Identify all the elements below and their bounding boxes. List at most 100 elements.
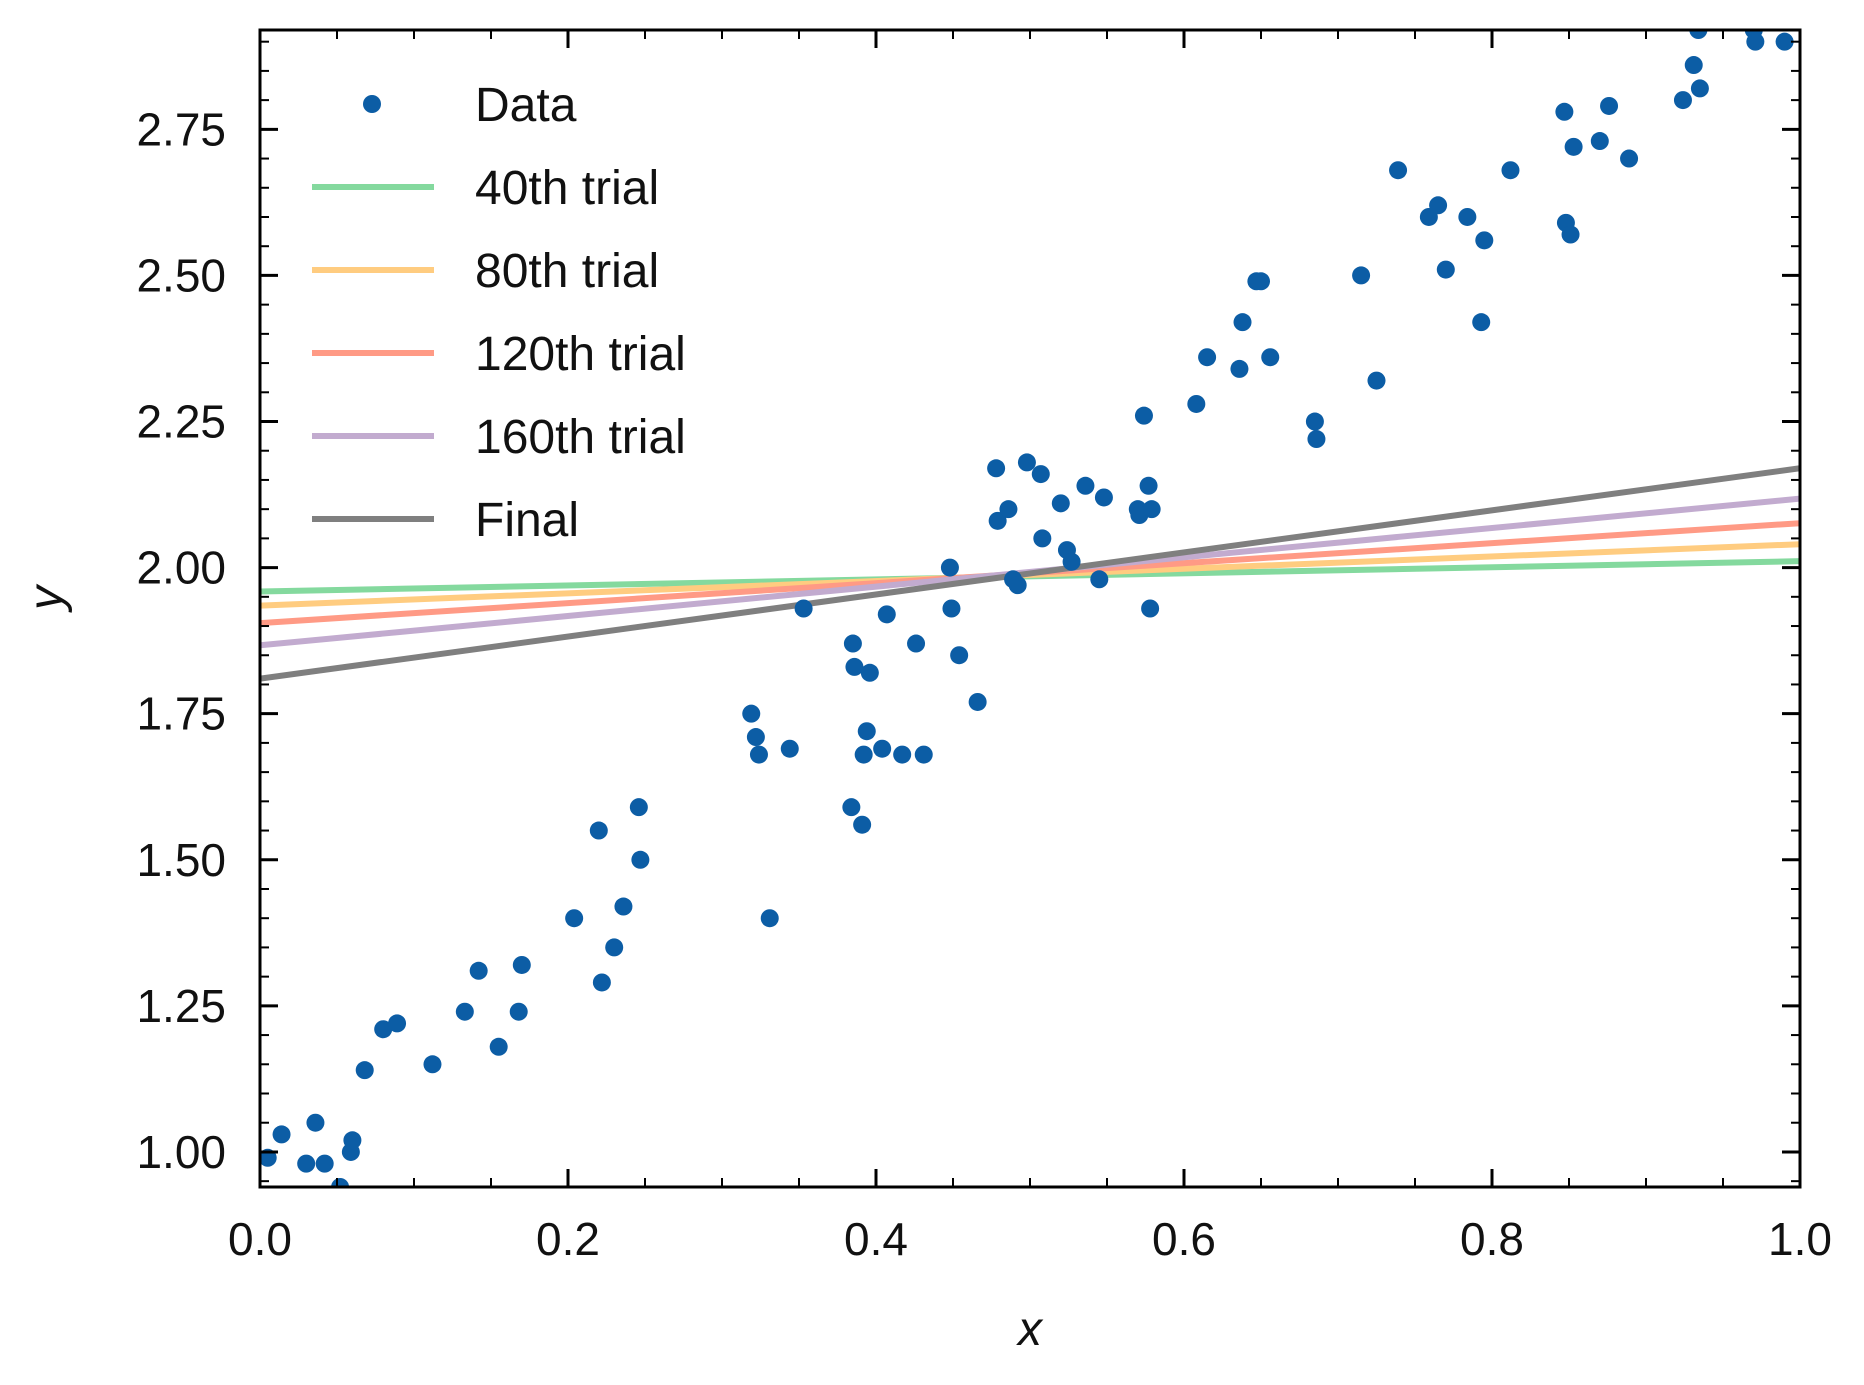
- data-point: [1564, 137, 1583, 156]
- data-point: [873, 739, 892, 758]
- data-point: [489, 1037, 508, 1056]
- x-tick-label: 0.4: [844, 1213, 908, 1265]
- data-point: [1139, 476, 1158, 495]
- data-point: [1673, 91, 1692, 110]
- y-tick-label: 2.00: [136, 542, 226, 594]
- data-point: [1555, 102, 1574, 121]
- data-point: [592, 973, 611, 992]
- data-point: [860, 663, 879, 682]
- data-point: [1590, 132, 1609, 151]
- x-tick-label: 0.8: [1460, 1213, 1524, 1265]
- data-point: [794, 599, 813, 618]
- data-point: [999, 500, 1018, 519]
- data-point: [893, 745, 912, 764]
- data-point: [272, 1125, 291, 1144]
- data-point: [742, 704, 761, 723]
- y-tick-label: 1.75: [136, 688, 226, 740]
- data-point: [423, 1055, 442, 1074]
- data-point: [306, 1113, 325, 1132]
- x-axis-label: x: [1016, 1303, 1044, 1356]
- data-point: [374, 1020, 393, 1039]
- data-point: [1062, 552, 1081, 571]
- data-point: [1472, 313, 1491, 332]
- data-point: [1031, 465, 1050, 484]
- data-point: [1017, 453, 1036, 472]
- data-point: [297, 1154, 316, 1173]
- data-point: [1305, 412, 1324, 431]
- x-tick-label: 1.0: [1768, 1213, 1832, 1265]
- data-point: [1620, 149, 1639, 168]
- data-point: [1187, 394, 1206, 413]
- data-point: [605, 938, 624, 957]
- data-point: [988, 511, 1007, 530]
- data-point: [469, 961, 488, 980]
- legend-label: 80th trial: [475, 245, 659, 298]
- axis-tick-labels: 0.0 0.2 0.4 0.6 0.8 1.0 1.00 1.25 1.50 1.75 2.00 2.…: [136, 103, 1832, 1265]
- legend-label: 40th trial: [475, 162, 659, 215]
- data-point: [1458, 207, 1477, 226]
- legend: Data 40th trial 80th trial 120th trial 160th…: [312, 79, 686, 547]
- data-point: [853, 815, 872, 834]
- data-point: [1352, 266, 1371, 285]
- y-tick-label: 1.50: [136, 834, 226, 886]
- data-point: [1475, 231, 1494, 250]
- data-point: [950, 646, 969, 665]
- data-point: [1501, 161, 1520, 180]
- data-point: [854, 745, 873, 764]
- x-tick-label: 0.0: [228, 1213, 292, 1265]
- data-point: [1230, 359, 1249, 378]
- data-point: [760, 909, 779, 928]
- data-point: [388, 1014, 407, 1033]
- x-tick-label: 0.2: [536, 1213, 600, 1265]
- data-point: [1746, 32, 1765, 51]
- data-point: [589, 821, 608, 840]
- data-point: [1198, 348, 1217, 367]
- y-tick-label: 1.25: [136, 980, 226, 1032]
- data-point: [1094, 488, 1113, 507]
- axis-ticks: [258, 30, 1802, 1187]
- scatter-points: [260, 30, 1794, 1187]
- data-point: [631, 850, 650, 869]
- data-point: [1600, 96, 1619, 115]
- data-point: [1689, 30, 1708, 39]
- data-point: [842, 798, 861, 817]
- data-point: [843, 634, 862, 653]
- y-tick-label: 2.25: [136, 396, 226, 448]
- data-point: [746, 728, 765, 747]
- y-tick-label: 2.50: [136, 249, 226, 301]
- data-point: [1261, 348, 1280, 367]
- data-point: [942, 599, 961, 618]
- legend-label: 160th trial: [475, 411, 686, 464]
- data-point: [1142, 500, 1161, 519]
- data-point: [1233, 313, 1252, 332]
- y-tick-label: 2.75: [136, 103, 226, 155]
- data-point: [1775, 32, 1794, 51]
- data-point: [1561, 225, 1580, 244]
- data-point: [1090, 570, 1109, 589]
- series-lines: [260, 465, 1800, 682]
- data-point: [1436, 260, 1455, 279]
- data-point: [940, 558, 959, 577]
- data-point: [1690, 79, 1709, 98]
- data-point: [355, 1061, 374, 1080]
- x-tick-label: 0.6: [1152, 1213, 1216, 1265]
- data-point: [1141, 599, 1160, 618]
- y-axis-label: y: [20, 583, 73, 613]
- data-point: [1389, 161, 1408, 180]
- data-point: [455, 1002, 474, 1021]
- legend-label: Final: [475, 494, 579, 547]
- data-point: [987, 459, 1006, 478]
- data-point: [512, 955, 531, 974]
- data-point: [1008, 576, 1027, 595]
- data-point: [565, 909, 584, 928]
- data-point: [1076, 476, 1095, 495]
- data-point: [1134, 406, 1153, 425]
- data-point: [845, 657, 864, 676]
- y-tick-label: 1.00: [136, 1126, 226, 1178]
- legend-label: Data: [475, 79, 577, 132]
- data-point: [1252, 272, 1270, 291]
- data-point: [315, 1154, 334, 1173]
- series-line-final: [260, 465, 1800, 682]
- legend-marker-data: [363, 95, 381, 113]
